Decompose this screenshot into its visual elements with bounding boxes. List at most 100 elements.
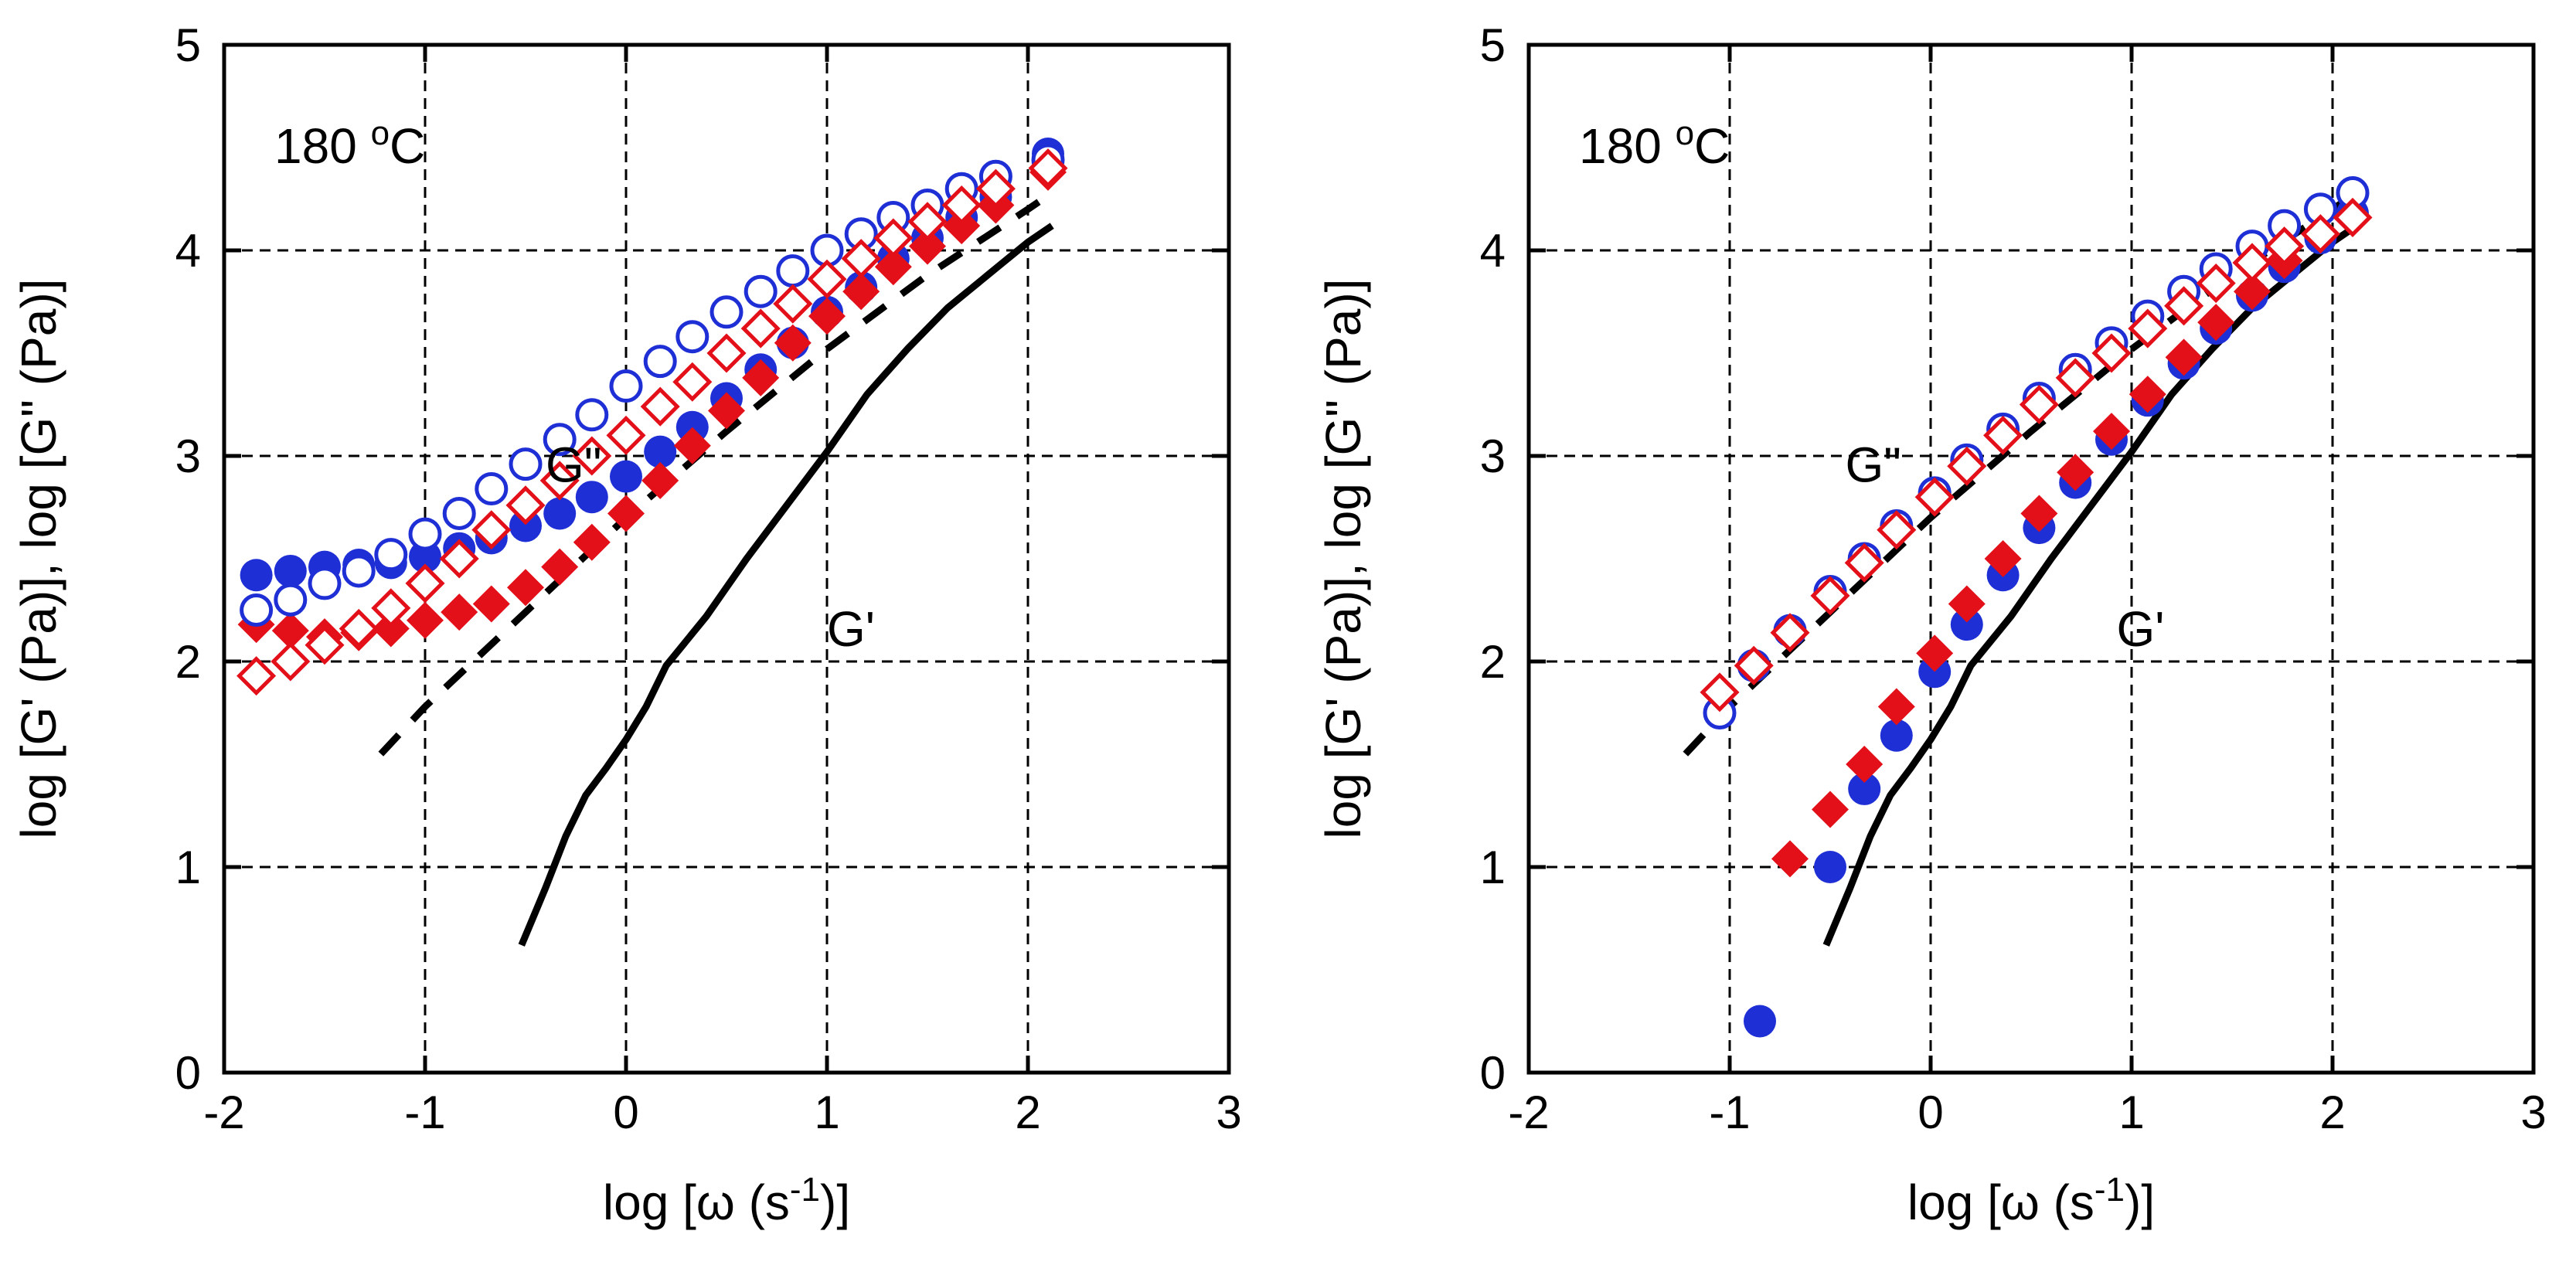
chart-panel-left: -2 -1 0 1 2 3 0 1 2 3 4 5 180 oC G" G' log [ω (s-1)] log…: [11, 19, 1242, 1230]
x-tick-label: 0: [613, 1086, 638, 1138]
y-tick-label: 2: [175, 636, 201, 688]
marker-diamond-open: [305, 625, 345, 665]
marker-circle-filled: [1880, 719, 1913, 752]
marker-circle-open: [575, 398, 609, 432]
marker-diamond-open: [471, 510, 512, 550]
marker-diamond-filled: [2093, 413, 2130, 451]
marker-diamond-open: [2164, 286, 2204, 326]
marker-circle-open: [710, 295, 744, 329]
marker-diamond-open: [606, 415, 646, 455]
y-tick-label: 4: [175, 225, 201, 277]
marker-diamond-open: [505, 485, 546, 525]
x-axis-title: log [ω (s-1)]: [1907, 1171, 2155, 1230]
x-tick-label: 3: [1216, 1086, 1241, 1138]
marker-diamond-open: [1810, 576, 1850, 616]
marker-diamond-filled: [441, 593, 478, 631]
marker-diamond-open: [539, 461, 580, 501]
marker-circle-filled: [1814, 851, 1846, 883]
marker-diamond-filled: [607, 495, 645, 532]
marker-circle-open: [744, 274, 778, 308]
x-tick-label: 1: [814, 1086, 839, 1138]
marker-diamond-filled: [909, 227, 946, 265]
marker-diamond-open: [339, 608, 379, 648]
marker-circle-open: [543, 423, 577, 457]
marker-circle-open: [609, 369, 643, 403]
marker-diamond-open: [873, 218, 914, 258]
marker-diamond-open: [1844, 542, 1884, 583]
temperature-annotation: 180 oC: [274, 114, 425, 174]
x-tick-label: -1: [1709, 1086, 1750, 1138]
marker-circle-filled: [509, 509, 542, 542]
marker-diamond-filled: [541, 548, 579, 586]
y-tick-label: 0: [1480, 1047, 1506, 1099]
marker-diamond-open: [773, 284, 813, 324]
marker-diamond-open: [1877, 510, 1917, 550]
marker-circle-open: [274, 583, 308, 617]
marker-circle-open: [643, 345, 677, 379]
marker-diamond-open: [807, 259, 847, 299]
marker-circle-filled: [644, 435, 677, 468]
x-tick-label: 2: [2319, 1086, 2345, 1138]
x-tick-label: 0: [1918, 1086, 1943, 1138]
marker-diamond-filled: [1948, 585, 1986, 623]
marker-circle-filled: [575, 481, 608, 514]
plot-frame: [222, 43, 1231, 1075]
y-tick-label: 1: [1480, 842, 1506, 893]
marker-diamond-open: [371, 588, 411, 628]
marker-diamond-filled: [2165, 338, 2203, 376]
marker-circle-open: [442, 496, 476, 530]
marker-diamond-open: [1914, 477, 1955, 517]
marker-diamond-open: [975, 168, 1016, 209]
marker-diamond-open: [640, 386, 680, 427]
marker-diamond-open: [672, 362, 713, 402]
marker-diamond-open: [941, 185, 982, 226]
marker-diamond-filled: [808, 298, 846, 335]
marker-diamond-filled: [2197, 304, 2235, 342]
y-tick-label: 1: [175, 842, 201, 893]
marker-circle-filled: [610, 460, 642, 493]
y-tick-label: 2: [1480, 636, 1506, 688]
marker-diamond-open: [2019, 384, 2059, 425]
plot-frame: [1526, 43, 2536, 1075]
marker-diamond-open: [2091, 333, 2132, 373]
marker-circle-filled: [543, 497, 577, 530]
marker-diamond-open: [271, 641, 311, 682]
plot-area: [237, 137, 1068, 947]
marker-circle-open: [509, 447, 543, 481]
gpp-label: G": [1846, 437, 1902, 492]
marker-circle-open: [776, 254, 810, 288]
x-axis-title: log [ω (s-1)]: [603, 1171, 850, 1230]
marker-circle-open: [342, 554, 376, 588]
marker-diamond-open: [439, 539, 479, 579]
marker-diamond-filled: [774, 324, 812, 362]
marker-diamond-open: [1947, 446, 1987, 486]
marker-circle-open: [408, 517, 442, 551]
y-tick-label: 3: [1480, 430, 1506, 482]
marker-circle-filled: [240, 559, 273, 592]
y-axis-title: log [G' (Pa)], log [G" (Pa)]: [11, 279, 66, 839]
marker-diamond-open: [1028, 148, 1068, 189]
marker-diamond-open: [1983, 415, 2023, 455]
marker-diamond-open: [1700, 672, 1740, 712]
y-tick-label: 3: [175, 430, 201, 482]
marker-diamond-filled: [2129, 376, 2166, 413]
chart-panel-right: -2 -1 0 1 2 3 0 1 2 3 4 5 180 oC G" G' log [ω (s-1)] log…: [1315, 19, 2547, 1230]
x-tick-label: 1: [2118, 1086, 2144, 1138]
marker-circle-open: [308, 566, 342, 600]
marker-diamond-open: [740, 308, 781, 349]
marker-circle-filled: [1848, 772, 1881, 805]
marker-diamond-filled: [1812, 791, 1849, 828]
marker-circle-filled: [1950, 608, 1983, 641]
marker-diamond-filled: [1916, 634, 1954, 672]
marker-diamond-open: [1770, 613, 1810, 653]
marker-diamond-filled: [2057, 454, 2094, 491]
marker-diamond-filled: [372, 610, 410, 648]
marker-circle-open: [374, 538, 408, 572]
marker-diamond-open: [2055, 358, 2095, 398]
temperature-annotation: 180 oC: [1579, 114, 1730, 174]
marker-diamond-filled: [1877, 688, 1915, 726]
reference-line-gpp: [378, 189, 1054, 757]
y-tick-label: 0: [175, 1047, 201, 1099]
x-tick-label: -1: [404, 1086, 445, 1138]
y-tick-label: 5: [175, 19, 201, 71]
